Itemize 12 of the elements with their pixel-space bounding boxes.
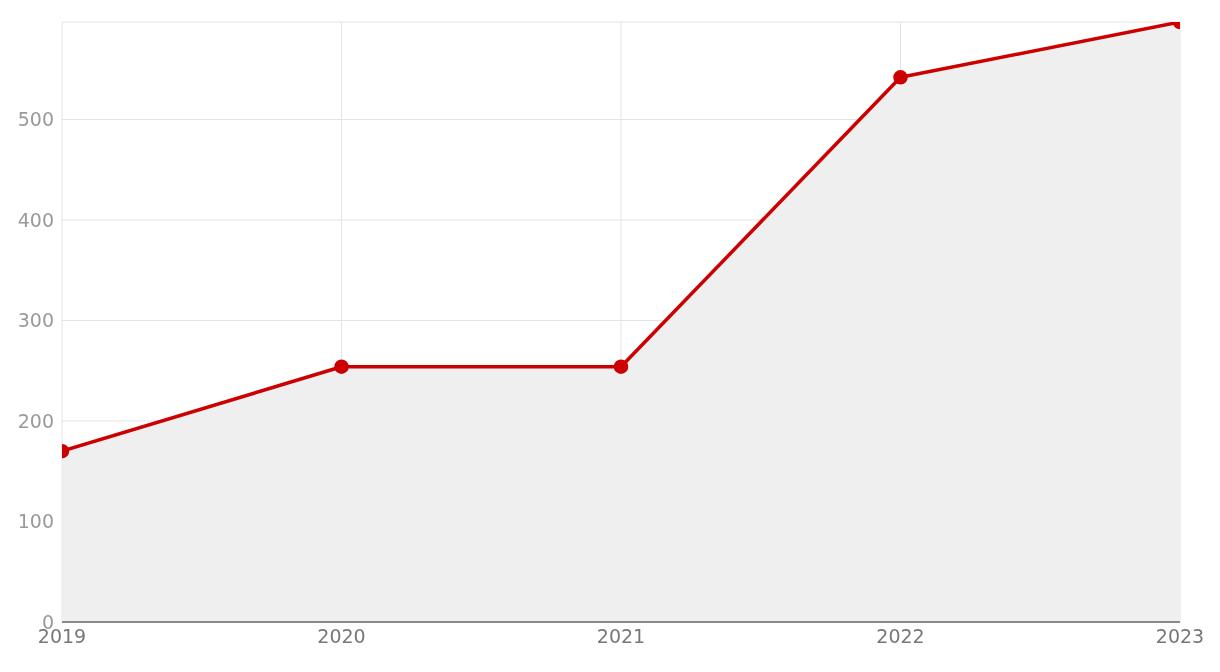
x-tick-label: 2023 (1155, 625, 1205, 648)
y-tick-label: 200 (17, 409, 54, 432)
y-tick-label: 100 (17, 510, 54, 533)
x-tick-label: 2020 (317, 625, 366, 648)
x-tick-label: 2021 (596, 625, 646, 648)
x-tick-label: 2022 (876, 625, 925, 648)
point (334, 359, 349, 374)
point (613, 359, 629, 374)
y-tick-label: 500 (17, 108, 54, 131)
y-tick-label: 300 (17, 309, 54, 332)
point (893, 70, 908, 85)
y-tick-label: 400 (17, 208, 54, 231)
